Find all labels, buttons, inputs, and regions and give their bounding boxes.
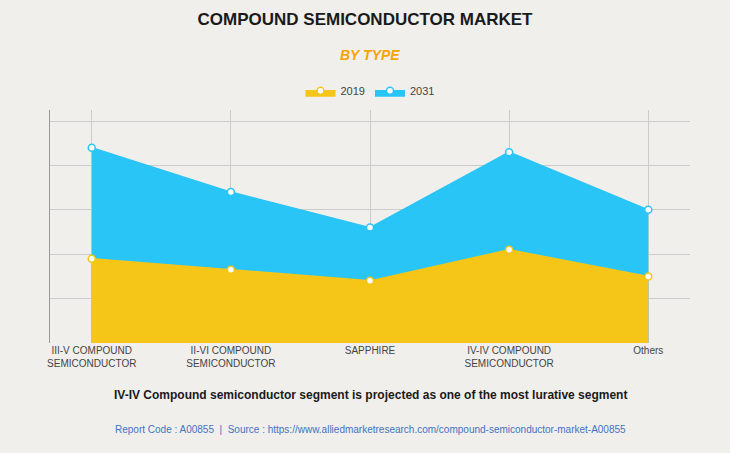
svg-text:SAPPHIRE: SAPPHIRE [345,345,396,356]
svg-text:BY TYPE: BY TYPE [340,47,400,63]
svg-text:Report Code : A00855 | Sourc: Report Code : A00855 | Source : https://… [115,424,626,435]
svg-text:IV-IV Compound semiconductor s: IV-IV Compound semiconductor segment is … [114,388,627,402]
svg-text:III-V COMPOUNDSEMICONDUCTOR: III-V COMPOUNDSEMICONDUCTOR [47,345,136,369]
svg-text:II-VI COMPOUNDSEMICONDUCTOR: II-VI COMPOUNDSEMICONDUCTOR [186,345,275,369]
svg-text:2031: 2031 [410,85,434,97]
svg-text:2019: 2019 [341,85,365,97]
svg-text:IV-IV COMPOUNDSEMICONDUCTOR: IV-IV COMPOUNDSEMICONDUCTOR [464,345,553,369]
svg-text:Others: Others [633,345,663,356]
svg-text:COMPOUND SEMICONDUCTOR MARKET: COMPOUND SEMICONDUCTOR MARKET [198,10,534,29]
